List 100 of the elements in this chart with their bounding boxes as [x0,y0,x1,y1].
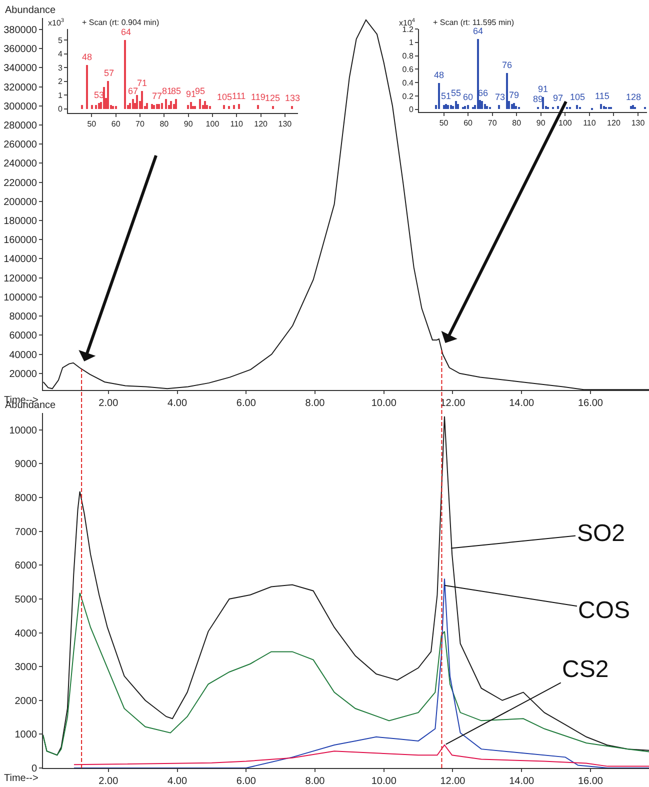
y-tick-label: 60000 [9,330,38,342]
x-tick-label: 16.00 [578,398,604,409]
x-tick-label: 60 [464,118,474,128]
x-tick-label: 120 [607,118,621,128]
annotation: 125 [265,93,280,103]
y-tick-label: 320000 [4,82,38,94]
annotation: 115 [595,91,610,101]
y-tick-label: 6000 [14,560,38,572]
y-tick-label: 1 [408,38,414,48]
y-tick-label: 0.4 [402,78,414,88]
x-axis-title: Time--> [4,773,39,784]
annotation: 79 [509,90,520,100]
x-tick-label: 70 [488,118,498,128]
annotation: 128 [626,92,642,102]
y-tick-label: 140000 [4,254,38,266]
annotation: 85 [171,86,182,96]
x-tick-label: 70 [136,120,145,129]
annotation: 55 [451,88,462,98]
y-tick-label: 0.2 [402,92,414,101]
x-tick-label: 130 [631,118,646,128]
annotation: 67 [128,86,138,96]
y-tick-label: 380000 [4,24,38,36]
x-tick-label: 120 [254,120,268,129]
y-tick-label: 260000 [4,140,38,151]
annotation: 48 [82,52,92,62]
x-tick-label: 4.00 [168,776,188,787]
y-tick-label: 5000 [14,594,38,606]
y-tick-label: 40000 [9,350,38,361]
annotation: 119 [251,92,266,102]
y-tick-label: 0 [408,105,414,114]
annotation: 77 [152,91,162,101]
y-tick-label: 200000 [4,196,38,208]
x-tick-label: 12.00 [440,776,466,787]
y-tick-label: 9000 [14,459,38,470]
x-tick-label: 80 [512,118,522,128]
annotation: 105 [570,92,586,102]
annotation: 76 [502,60,512,70]
y-tick-label: 1.2 [402,24,414,34]
y-tick-label: 120000 [4,273,38,284]
annotation: 111 [232,91,246,101]
y-tick-label: 280000 [4,120,38,132]
y-tick-label: 0 [31,764,38,774]
y-tick-label: 4 [58,50,63,59]
y-axis-title: x10$^{3}$ [48,18,64,28]
y-tick-label: 2000 [14,696,38,707]
annotation: 48 [434,70,444,80]
annotation: 91 [538,84,548,94]
annotation: 64 [121,27,132,37]
y-tick-label: 300000 [4,101,38,112]
annotation: 51 [441,91,452,101]
y-tick-label: 1 [58,90,63,100]
annotation: 95 [195,86,206,96]
x-tick-label: 50 [87,120,97,129]
annotation: 91 [186,89,196,99]
y-tick-label: 0.8 [402,52,414,61]
annotation: SO2 [577,520,626,547]
x-tick-label: 10.00 [371,776,397,787]
y-tick-label: 4000 [14,628,38,640]
annotation: CS2 [562,656,609,683]
y-tick-label: 240000 [4,158,38,170]
x-tick-label: 2.00 [98,398,119,409]
x-tick-label: 100 [558,118,572,128]
x-tick-label: 14.00 [509,776,535,787]
x-tick-label: 80 [160,120,170,129]
annotation: 133 [285,93,300,103]
x-tick-label: 14.00 [509,398,535,409]
y-tick-label: 0 [58,104,63,114]
chart-title: + Scan (rt: 0.904 min) [82,18,160,27]
y-tick-label: 160000 [4,235,38,246]
x-tick-label: 90 [536,118,546,128]
y-tick-label: 2 [58,77,63,86]
y-tick-label: 7000 [14,526,38,538]
y-tick-label: 100000 [4,292,38,304]
x-tick-label: 12.00 [440,398,466,409]
x-tick-label: 110 [583,118,596,128]
y-tick-label: 1000 [14,730,38,741]
x-tick-label: 4.00 [168,398,188,409]
x-tick-label: 8.00 [305,398,326,409]
x-tick-label: 6.00 [236,398,256,409]
y-tick-label: 3000 [14,662,38,674]
y-tick-label: 0.6 [402,64,414,74]
y-tick-label: 360000 [4,44,38,56]
y-tick-label: 3 [58,63,63,72]
annotation: 73 [495,92,506,102]
x-tick-label: 2.00 [98,776,119,787]
annotation: 97 [553,93,564,103]
y-tick-label: 10000 [9,425,38,436]
annotation: 71 [137,78,148,88]
y-axis-title: Abundance [5,5,56,16]
annotation: COS [578,597,630,624]
y-tick-label: 220000 [4,178,38,189]
annotation: 57 [104,68,114,78]
x-tick-label: 10.00 [371,398,397,409]
x-tick-label: 100 [206,120,220,129]
x-tick-label: 90 [184,120,194,129]
y-tick-label: 20000 [9,368,38,380]
x-tick-label: 8.00 [305,776,326,787]
annotation: 81 [162,86,172,96]
annotation: 64 [473,26,484,36]
x-tick-label: 60 [111,120,121,129]
